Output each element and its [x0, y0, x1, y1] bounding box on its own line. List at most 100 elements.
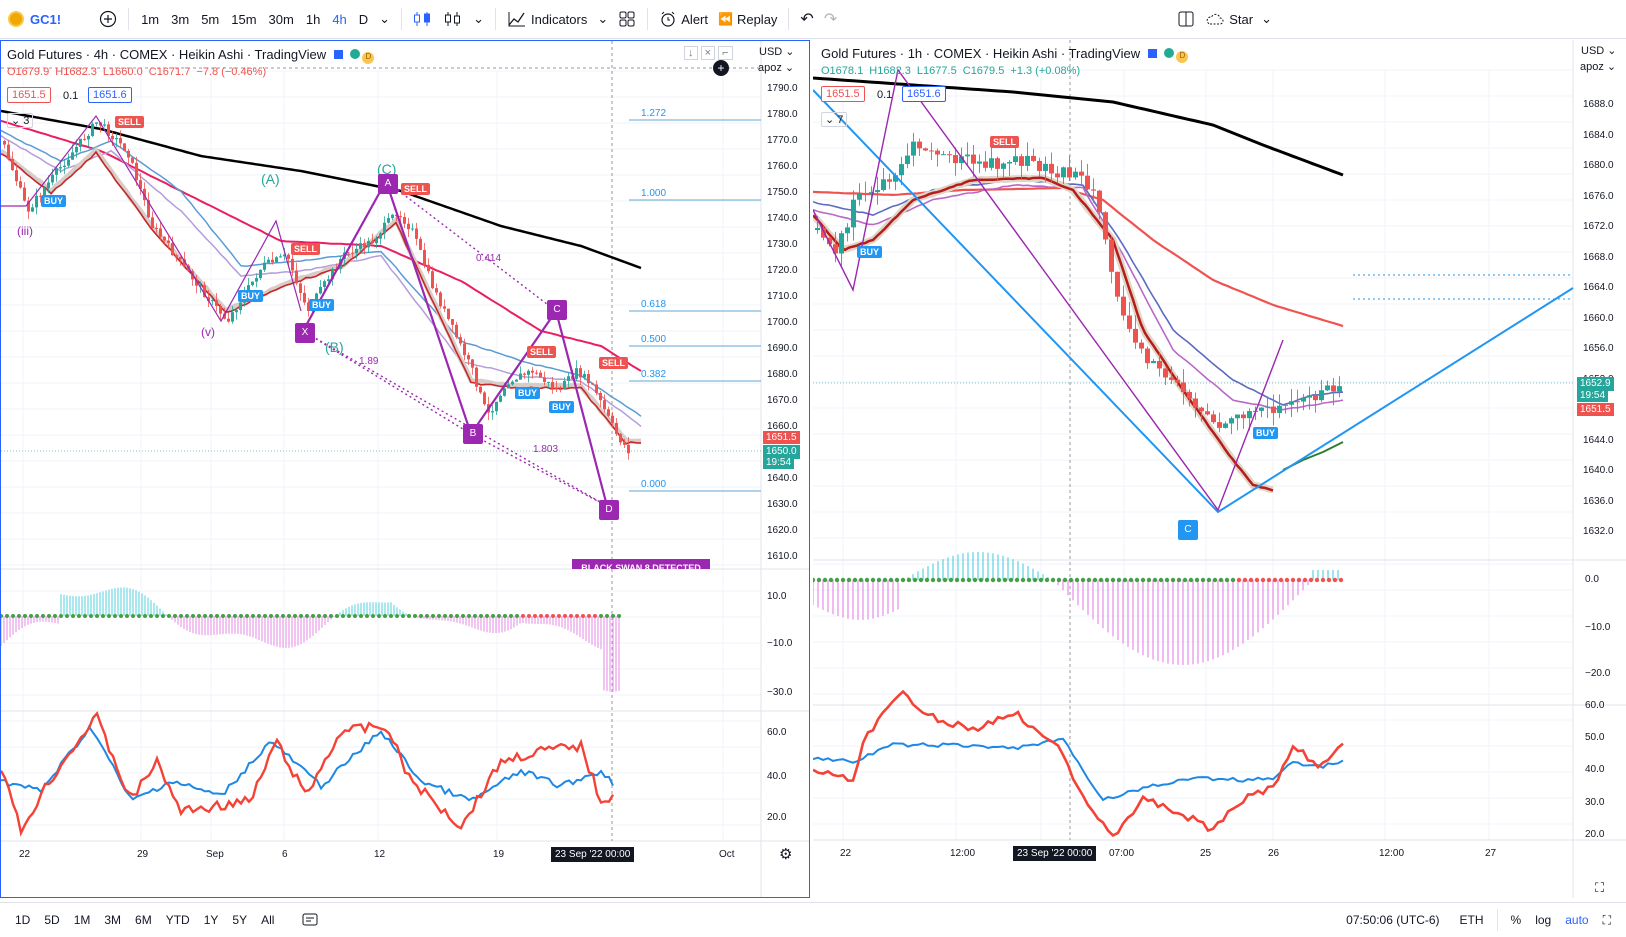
interval-30m[interactable]: 30m — [268, 11, 294, 27]
maximize-icon[interactable]: ⌐ — [718, 46, 733, 60]
chart-type-dropdown[interactable]: ⌄ — [468, 0, 489, 39]
zero-line-dot — [221, 614, 225, 618]
pattern-ratio-label: 0.414 — [476, 253, 502, 264]
candle-body — [115, 138, 118, 140]
replay-button[interactable]: ⏪ Replay — [713, 0, 782, 39]
heikin-ashi-button[interactable] — [438, 0, 468, 39]
time-tick-label: 25 — [1200, 848, 1212, 859]
currency-dropdown[interactable]: USD ⌄ — [759, 46, 795, 58]
range-1d[interactable]: 1D — [15, 913, 31, 927]
candle-body — [67, 159, 70, 166]
candle-body — [7, 144, 10, 160]
interval-1h[interactable]: 1h — [305, 11, 321, 27]
scale-dropdown[interactable]: apoz ⌄ — [758, 62, 795, 74]
interval-4h[interactable]: 4h — [332, 11, 347, 27]
fullscreen-button[interactable]: ⛶ — [1596, 913, 1618, 928]
bid-price-label: 1651.5 — [1577, 403, 1614, 416]
indicators-dropdown[interactable]: ⌄ — [592, 0, 613, 39]
chart-pane-left[interactable]: Gold Futures · 4h · COMEX · Heikin Ashi … — [0, 40, 810, 898]
candle-body — [107, 124, 110, 136]
interval-D[interactable]: D — [358, 11, 369, 27]
alert-label: Alert — [681, 11, 708, 27]
buy-price-button[interactable]: 1651.6 — [902, 86, 946, 102]
currency-dropdown[interactable]: USD ⌄ — [1581, 45, 1617, 57]
range-1m[interactable]: 1M — [73, 913, 91, 927]
rsi-signal-line — [813, 737, 1344, 802]
zero-line-dot — [47, 614, 51, 618]
layout-button[interactable] — [613, 0, 641, 39]
candle-body — [821, 227, 826, 238]
candle-body — [95, 122, 98, 124]
range-5d[interactable]: 5D — [44, 913, 60, 927]
candle-body — [443, 306, 446, 309]
buy-price-button[interactable]: 1651.6 — [88, 87, 132, 103]
candle-body — [1133, 328, 1138, 343]
range-5y[interactable]: 5Y — [232, 913, 248, 927]
zero-line-dot — [1080, 577, 1086, 583]
settings-gear-icon[interactable]: ⚙ — [779, 846, 793, 863]
interval-5m[interactable]: 5m — [201, 11, 220, 27]
redo-button[interactable]: ↷ — [819, 0, 842, 39]
right-time-axis[interactable]: 22 12:00 07:00 25 26 12:00 27 23 Sep '22 00:00 — [813, 846, 1573, 864]
alert-button[interactable]: Alert — [654, 0, 713, 39]
osc-tick-label: 0.0 — [1585, 574, 1599, 585]
arrow-down-icon[interactable]: ↓ — [684, 46, 698, 60]
fullscreen-icon[interactable]: ⛶ — [1595, 880, 1605, 895]
range-6m[interactable]: 6M — [135, 913, 152, 927]
candle-body — [1241, 414, 1246, 419]
zero-line-dot — [269, 614, 273, 618]
chart-pane-right[interactable]: Gold Futures · 1h · COMEX · Heikin Ashi … — [813, 40, 1626, 898]
candle-body — [163, 236, 166, 241]
compare-button[interactable] — [94, 0, 122, 39]
zero-line-dot — [816, 577, 822, 583]
right-chart-canvas[interactable] — [813, 40, 1626, 898]
sell-price-button[interactable]: 1651.5 — [7, 87, 51, 103]
date-range-button[interactable] — [295, 912, 325, 929]
time-tick-label: 29 — [137, 849, 149, 860]
zero-line-dot — [167, 614, 171, 618]
scale-dropdown[interactable]: apoz ⌄ — [1580, 61, 1617, 73]
interval-3m[interactable]: 3m — [171, 11, 190, 27]
symbol-search[interactable]: GC1! — [0, 0, 66, 39]
range-3m[interactable]: 3M — [104, 913, 122, 927]
candle-body — [35, 195, 38, 208]
left-chart-canvas[interactable] — [1, 41, 810, 898]
candle-body — [215, 300, 218, 306]
auto-toggle[interactable]: auto — [1565, 913, 1589, 927]
undo-button[interactable]: ↶ — [795, 0, 818, 39]
divider — [401, 8, 403, 30]
zero-line-dot — [813, 577, 816, 583]
range-ytd[interactable]: YTD — [165, 913, 190, 927]
indicators-toggle[interactable]: ⌄ 3 — [7, 113, 34, 128]
range-1y[interactable]: 1Y — [203, 913, 219, 927]
add-crosshair-icon[interactable]: + — [713, 60, 729, 76]
candle-body — [1097, 190, 1102, 213]
star-button[interactable]: Star ⌄ — [1200, 0, 1277, 39]
zero-line-dot — [365, 614, 369, 618]
zero-line-dot — [1296, 577, 1302, 583]
last-price-label: 1651.5 — [763, 431, 800, 444]
chart-type-button[interactable] — [408, 0, 438, 39]
sell-price-button[interactable]: 1651.5 — [821, 86, 865, 102]
layout-split-button[interactable] — [1172, 0, 1200, 39]
clock[interactable]: 07:50:06 (UTC-6) — [1346, 913, 1440, 927]
interval-1m[interactable]: 1m — [141, 11, 160, 27]
interval-dropdown[interactable]: ⌄ — [374, 0, 395, 39]
log-toggle[interactable]: log — [1535, 913, 1552, 927]
zero-line-dot — [551, 614, 555, 618]
close-icon[interactable]: × — [700, 46, 715, 60]
candle-body — [923, 148, 928, 151]
percent-toggle[interactable]: % — [1510, 913, 1522, 927]
indicators-button[interactable]: Indicators — [502, 0, 592, 39]
indicators-toggle[interactable]: ⌄ 7 — [821, 112, 848, 127]
candle-body — [1145, 348, 1150, 364]
left-time-axis[interactable]: 22 29 Sep 6 12 19 Oct 23 Sep '22 00:00 — [1, 847, 761, 865]
candle-body — [1085, 175, 1090, 190]
session-toggle[interactable]: ETH — [1459, 913, 1484, 927]
zero-line-dot — [119, 614, 123, 618]
candle-body — [475, 367, 478, 387]
range-all[interactable]: All — [261, 913, 275, 927]
zero-line-dot — [401, 614, 405, 618]
interval-15m[interactable]: 15m — [231, 11, 257, 27]
zero-line-dot — [257, 614, 261, 618]
